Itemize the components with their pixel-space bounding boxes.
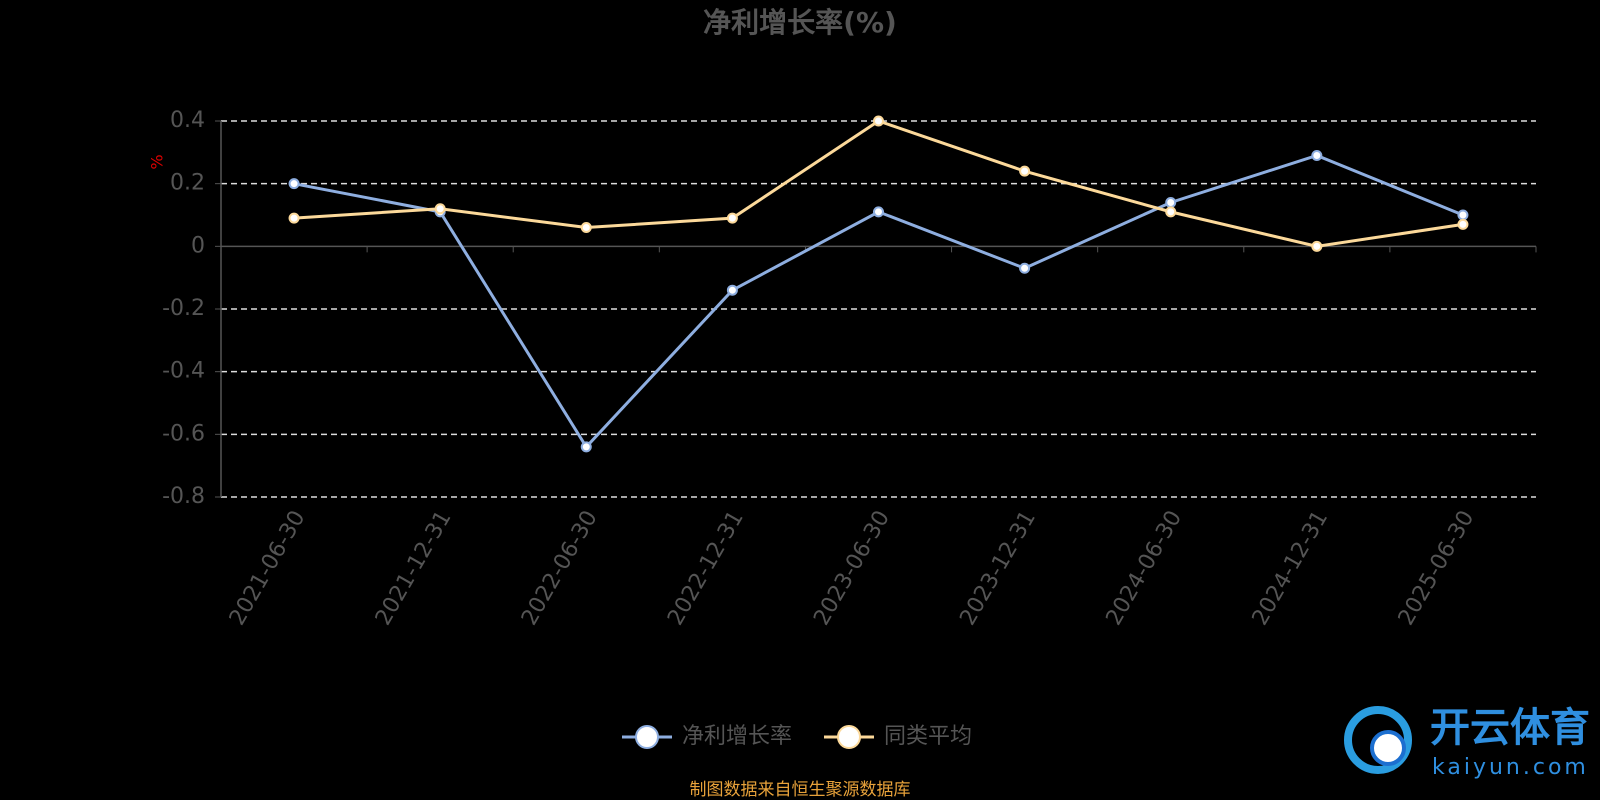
watermark-brand: 开云体育 — [1430, 705, 1590, 751]
legend-marker — [635, 725, 659, 749]
data-point — [873, 206, 884, 218]
y-tick-label: -0.2 — [162, 296, 205, 321]
watermark: 开云体育 kaiyun.com — [1344, 705, 1590, 780]
data-point — [726, 284, 738, 296]
watermark-site: kaiyun.com — [1432, 755, 1589, 780]
watermark-logo — [1344, 706, 1412, 774]
y-tick-label: -0.6 — [162, 421, 205, 446]
legend-label: 净利增长率 — [682, 724, 792, 749]
data-point — [580, 441, 592, 453]
data-point — [873, 115, 884, 127]
data-point — [1311, 240, 1323, 252]
data-point — [288, 178, 300, 190]
data-point — [1019, 262, 1031, 274]
y-tick-label: 0.2 — [170, 171, 205, 196]
y-tick-label: 0.4 — [170, 108, 205, 133]
data-point — [580, 222, 592, 234]
data-point — [1457, 218, 1469, 230]
legend-label: 同类平均 — [884, 724, 972, 749]
data-point — [1165, 206, 1177, 218]
source-note: 制图数据来自恒生聚源数据库 — [690, 780, 911, 800]
data-point — [434, 203, 446, 215]
data-point — [1311, 149, 1323, 161]
y-tick-label: 0 — [191, 233, 205, 258]
chart-title: 净利增长率(%) — [703, 6, 897, 39]
y-tick-label: -0.4 — [162, 359, 205, 384]
data-point — [1457, 209, 1469, 221]
y-axis-label: % — [148, 154, 167, 169]
data-point — [1019, 165, 1031, 177]
y-tick-label: -0.8 — [162, 484, 205, 509]
watermark-ball — [1370, 730, 1406, 766]
data-point — [726, 212, 738, 224]
data-point — [288, 212, 300, 224]
data-point — [1165, 196, 1177, 208]
legend-marker — [837, 725, 861, 749]
